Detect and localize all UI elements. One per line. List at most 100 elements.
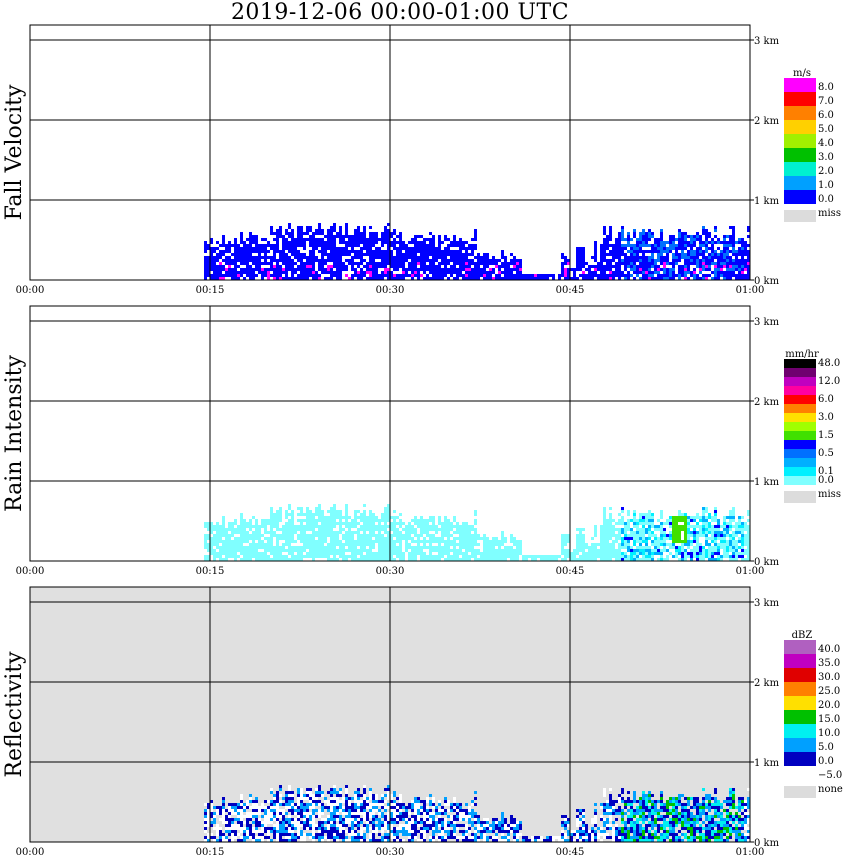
echo-cell (456, 549, 459, 552)
echo-cell (603, 226, 606, 229)
echo-cell (327, 809, 330, 812)
echo-cell (210, 268, 213, 271)
echo-cell (429, 552, 432, 555)
colorbar-label: 8.0 (818, 82, 834, 93)
echo-cell (690, 241, 693, 244)
echo-cell (330, 818, 333, 821)
echo-cell (360, 552, 363, 555)
echo-cell (444, 235, 447, 238)
echo-cell (240, 794, 243, 797)
echo-cell (225, 274, 228, 277)
echo-cell (393, 549, 396, 552)
echo-cell (618, 531, 621, 534)
echo-cell (237, 827, 240, 830)
echo-cell (696, 549, 699, 552)
echo-cell (237, 818, 240, 821)
echo-cell (594, 274, 597, 277)
y-tick-label: 3 km (754, 317, 780, 328)
echo-cell (615, 271, 618, 274)
x-tick-label: 00:00 (16, 566, 45, 577)
echo-cell (219, 827, 222, 830)
echo-cell (312, 830, 315, 833)
echo-cell (300, 839, 303, 842)
echo-cell (717, 528, 720, 531)
echo-cell (282, 256, 285, 259)
echo-cell (213, 534, 216, 537)
echo-cell (486, 277, 489, 280)
echo-cell (549, 558, 552, 561)
echo-cell (525, 555, 528, 558)
echo-cell (255, 558, 258, 561)
echo-cell (330, 830, 333, 833)
echo-cell (243, 809, 246, 812)
echo-cell (216, 525, 219, 528)
echo-cell (333, 238, 336, 241)
echo-cell (267, 244, 270, 247)
echo-cell (291, 265, 294, 268)
echo-cell (216, 247, 219, 250)
echo-cell (207, 534, 210, 537)
echo-cell (507, 552, 510, 555)
echo-cell (459, 540, 462, 543)
echo-cell (687, 265, 690, 268)
echo-cell (393, 806, 396, 809)
echo-cell (246, 244, 249, 247)
echo-cell (393, 830, 396, 833)
echo-cell (291, 241, 294, 244)
echo-cell (249, 546, 252, 549)
echo-cell (738, 522, 741, 525)
echo-cell (366, 528, 369, 531)
echo-cell (606, 558, 609, 561)
echo-cell (498, 549, 501, 552)
echo-cell (237, 803, 240, 806)
echo-cell (237, 253, 240, 256)
echo-cell (228, 818, 231, 821)
echo-cell (369, 277, 372, 280)
echo-cell (240, 543, 243, 546)
echo-cell (273, 274, 276, 277)
echo-cell (279, 827, 282, 830)
echo-cell (330, 803, 333, 806)
echo-cell (243, 815, 246, 818)
echo-cell (261, 540, 264, 543)
echo-cell (228, 549, 231, 552)
echo-cell (726, 516, 729, 519)
echo-cell (438, 277, 441, 280)
echo-cell (285, 836, 288, 839)
echo-cell (222, 839, 225, 842)
echo-cell (240, 821, 243, 824)
echo-cell (426, 259, 429, 262)
echo-cell (366, 540, 369, 543)
echo-cell (729, 256, 732, 259)
echo-cell (414, 256, 417, 259)
echo-cell (672, 241, 675, 244)
echo-cell (300, 803, 303, 806)
echo-cell (561, 540, 564, 543)
echo-cell (330, 226, 333, 229)
echo-cell (387, 549, 390, 552)
echo-cell (381, 555, 384, 558)
echo-cell (381, 513, 384, 516)
echo-cell (384, 806, 387, 809)
echo-cell (600, 262, 603, 265)
echo-cell (429, 247, 432, 250)
echo-cell (393, 519, 396, 522)
echo-cell (321, 525, 324, 528)
echo-cell (261, 519, 264, 522)
echo-cell (627, 528, 630, 531)
echo-cell (378, 256, 381, 259)
echo-cell (657, 537, 660, 540)
echo-cell (432, 268, 435, 271)
echo-cell (219, 806, 222, 809)
echo-cell (663, 262, 666, 265)
echo-cell (210, 821, 213, 824)
echo-cell (345, 839, 348, 842)
echo-cell (300, 507, 303, 510)
echo-cell (573, 274, 576, 277)
echo-cell (732, 513, 735, 516)
echo-cell (267, 818, 270, 821)
echo-cell (666, 537, 669, 540)
echo-cell (345, 558, 348, 561)
echo-cell (222, 519, 225, 522)
